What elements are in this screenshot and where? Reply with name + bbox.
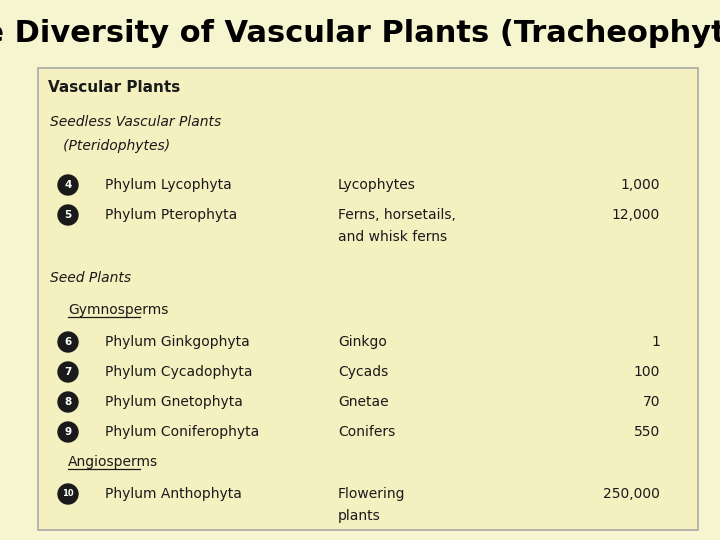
Text: 8: 8 xyxy=(64,397,71,407)
Text: Phylum Ginkgophyta: Phylum Ginkgophyta xyxy=(105,335,250,349)
Text: 12,000: 12,000 xyxy=(612,208,660,222)
Text: 10: 10 xyxy=(62,489,74,498)
Text: Seedless Vascular Plants: Seedless Vascular Plants xyxy=(50,115,221,129)
Text: Gnetae: Gnetae xyxy=(338,395,389,409)
Text: (Pteridophytes): (Pteridophytes) xyxy=(50,139,170,153)
Text: 1: 1 xyxy=(651,335,660,349)
Text: Seed Plants: Seed Plants xyxy=(50,271,131,285)
Text: 9: 9 xyxy=(64,427,71,437)
Circle shape xyxy=(58,362,78,382)
Text: Phylum Cycadophyta: Phylum Cycadophyta xyxy=(105,365,253,379)
Text: 1,000: 1,000 xyxy=(621,178,660,192)
FancyBboxPatch shape xyxy=(38,68,698,530)
Circle shape xyxy=(58,422,78,442)
Circle shape xyxy=(58,332,78,352)
Text: Flowering: Flowering xyxy=(338,487,405,501)
Text: Ginkgo: Ginkgo xyxy=(338,335,387,349)
Text: and whisk ferns: and whisk ferns xyxy=(338,230,447,244)
Circle shape xyxy=(58,205,78,225)
Text: Phylum Lycophyta: Phylum Lycophyta xyxy=(105,178,232,192)
Text: The Diversity of Vascular Plants (Tracheophytes): The Diversity of Vascular Plants (Trache… xyxy=(0,19,720,49)
Text: Vascular Plants: Vascular Plants xyxy=(48,80,180,96)
Text: 550: 550 xyxy=(634,425,660,439)
Text: Phylum Pterophyta: Phylum Pterophyta xyxy=(105,208,238,222)
Circle shape xyxy=(58,175,78,195)
Circle shape xyxy=(58,392,78,412)
Text: 6: 6 xyxy=(64,337,71,347)
Text: Ferns, horsetails,: Ferns, horsetails, xyxy=(338,208,456,222)
Text: Gymnosperms: Gymnosperms xyxy=(68,303,168,317)
Text: 5: 5 xyxy=(64,210,71,220)
Text: 4: 4 xyxy=(64,180,72,190)
Text: Cycads: Cycads xyxy=(338,365,388,379)
Text: plants: plants xyxy=(338,509,381,523)
Circle shape xyxy=(58,484,78,504)
Text: Phylum Gnetophyta: Phylum Gnetophyta xyxy=(105,395,243,409)
Text: Angiosperms: Angiosperms xyxy=(68,455,158,469)
Text: Conifers: Conifers xyxy=(338,425,395,439)
Text: 250,000: 250,000 xyxy=(603,487,660,501)
Text: Phylum Coniferophyta: Phylum Coniferophyta xyxy=(105,425,259,439)
Text: Lycophytes: Lycophytes xyxy=(338,178,416,192)
Text: 7: 7 xyxy=(64,367,72,377)
Text: 100: 100 xyxy=(634,365,660,379)
Text: Phylum Anthophyta: Phylum Anthophyta xyxy=(105,487,242,501)
Text: 70: 70 xyxy=(642,395,660,409)
